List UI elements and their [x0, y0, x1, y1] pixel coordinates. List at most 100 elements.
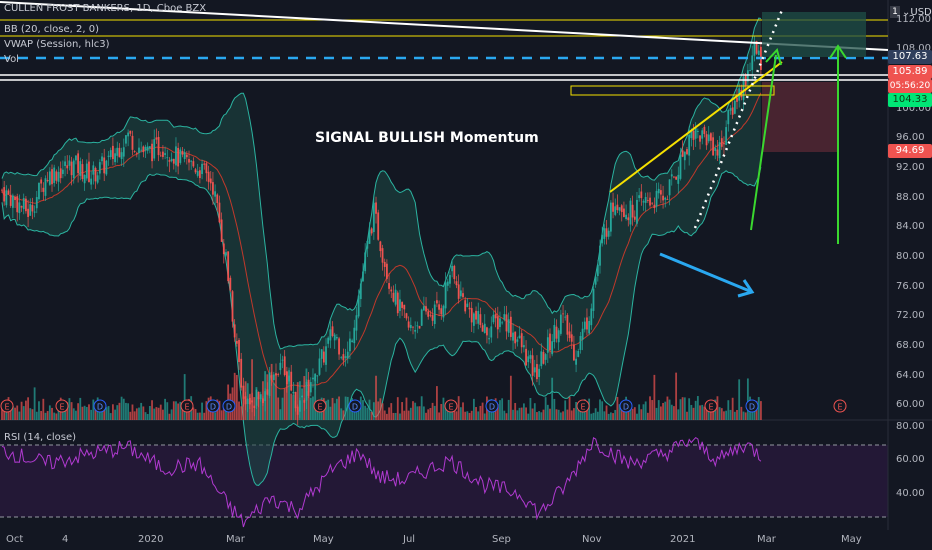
volume-bar [744, 412, 747, 420]
candle-body [11, 195, 14, 208]
candle-body [609, 202, 612, 232]
time-tick-label: Oct [6, 534, 24, 545]
price-tick-label: 84.00 [896, 221, 925, 233]
volume-bar [760, 401, 762, 420]
candle-body [168, 160, 171, 162]
scale-badge[interactable]: 1 [890, 6, 900, 18]
candle-body [501, 322, 504, 324]
volume-bar [507, 399, 510, 420]
price-tick-label: 100.00 [896, 102, 931, 114]
candle-body [257, 391, 260, 400]
volume-bar [285, 370, 288, 420]
currency-selector[interactable]: ⌄USD [902, 7, 932, 18]
volume-bar [85, 406, 88, 420]
candle-body [246, 398, 249, 405]
earnings-marker[interactable] [180, 399, 194, 413]
candle-body [449, 275, 451, 284]
candle-body [242, 385, 245, 399]
earnings-marker[interactable] [833, 399, 847, 413]
volume-bar [168, 413, 171, 420]
volume-bar [549, 408, 551, 420]
volume-bar [112, 404, 114, 420]
candle-body [203, 163, 206, 165]
volume-bar [525, 407, 527, 420]
candle-body [590, 308, 593, 326]
time-tick-label: 4 [62, 534, 69, 545]
candle-body [214, 191, 217, 197]
bollinger-lower [1, 166, 762, 486]
candle-body [416, 325, 419, 327]
candle-body [353, 327, 356, 344]
volume-bar [240, 406, 243, 420]
volume-bar [225, 405, 227, 420]
blue-arrow-head [737, 279, 755, 298]
volume-bar [116, 405, 119, 420]
volume-bar [327, 399, 330, 420]
candle-body [66, 165, 69, 169]
candle-body [72, 160, 75, 179]
candle-body [164, 153, 166, 155]
candle-body [338, 338, 340, 355]
volume-bar [422, 406, 425, 420]
dividend-marker[interactable] [222, 399, 236, 413]
candle-body [662, 195, 664, 201]
candle-body [14, 196, 16, 201]
volume-bar [683, 397, 686, 420]
earnings-marker[interactable] [55, 399, 69, 413]
resistance-box [570, 85, 775, 96]
candle-body [83, 174, 86, 184]
candle-body [705, 134, 708, 146]
volume-bar [222, 404, 225, 420]
candle-body [127, 132, 130, 137]
candle-body [1, 189, 3, 191]
time-tick-label: May [841, 534, 862, 545]
signal-annotation: SIGNAL BULLISH Momentum [315, 130, 539, 146]
dividend-marker[interactable] [619, 399, 633, 413]
dividend-marker[interactable] [485, 399, 499, 413]
volume-bar [544, 397, 547, 420]
volume-bar [46, 411, 49, 420]
candle-body [268, 372, 271, 396]
volume-bar [277, 397, 280, 420]
earnings-marker[interactable] [0, 399, 14, 413]
candle-body [3, 187, 6, 202]
event-marker-label: D [749, 403, 755, 412]
bollinger-band-fill [2, 18, 761, 486]
candle-body [135, 152, 138, 154]
candle-body [125, 135, 127, 144]
dividend-marker[interactable] [348, 399, 362, 413]
price-tick-label: 88.00 [896, 191, 925, 203]
candle-body [549, 333, 551, 351]
candle-body [673, 176, 675, 178]
candle-body [275, 373, 277, 376]
candle-body [505, 314, 508, 332]
candle-body [668, 179, 671, 196]
volume-bar [375, 375, 377, 420]
volume-bar [575, 402, 577, 420]
candle-body [88, 161, 90, 183]
volume-bar [627, 406, 630, 420]
candle-body [436, 300, 438, 304]
earnings-marker[interactable] [704, 399, 718, 413]
earnings-marker[interactable] [313, 399, 327, 413]
candle-body [192, 161, 195, 167]
volume-bar [673, 406, 675, 420]
candle-body [120, 152, 123, 160]
volume-bar [377, 401, 380, 420]
candle-body [716, 149, 719, 156]
candle-body [303, 400, 306, 403]
candle-body [653, 204, 656, 208]
price-badge-107: 107.63 [888, 50, 932, 64]
candle-body [588, 320, 591, 334]
earnings-marker[interactable] [444, 399, 458, 413]
event-marker-label: D [226, 403, 232, 412]
candle-body [422, 306, 425, 311]
dividend-marker[interactable] [206, 399, 220, 413]
candle-body [418, 325, 421, 329]
candle-body [486, 327, 488, 336]
dividend-marker[interactable] [93, 399, 107, 413]
earnings-marker[interactable] [576, 399, 590, 413]
candle-body [255, 389, 258, 406]
dividend-marker[interactable] [745, 399, 759, 413]
